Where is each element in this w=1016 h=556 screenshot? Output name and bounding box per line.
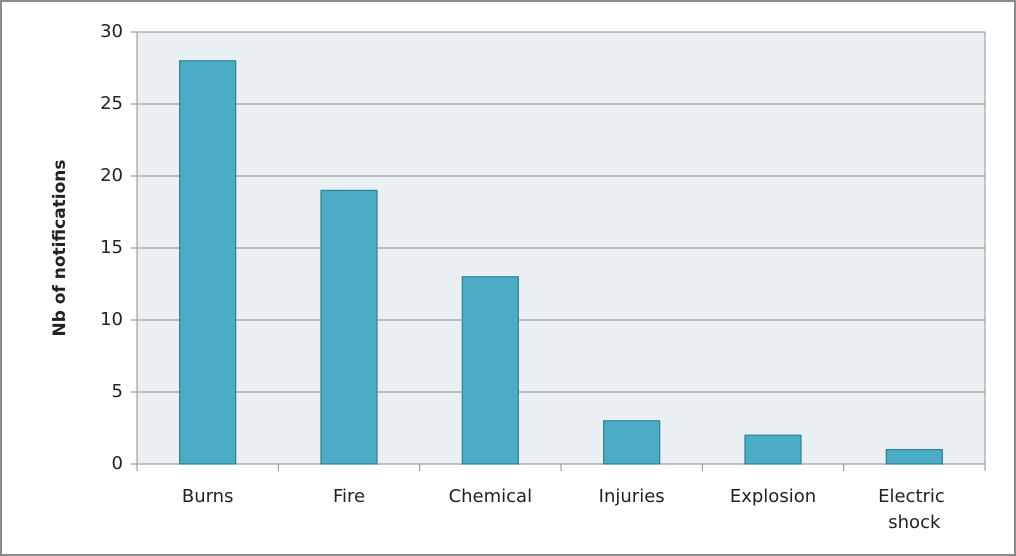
bar <box>603 420 661 465</box>
bar <box>461 276 519 465</box>
bar <box>320 189 378 465</box>
x-tick-label: Chemical <box>449 486 533 507</box>
x-tick-label: Burns <box>182 486 234 507</box>
y-axis-title: Nb of notifications <box>50 159 70 336</box>
x-tick-label: Explosion <box>730 486 816 507</box>
bar <box>744 434 802 465</box>
y-tick-label: 20 <box>100 165 123 186</box>
y-tick-label: 30 <box>100 21 123 42</box>
x-tick-label: Electric shock <box>878 486 950 533</box>
y-tick-label: 25 <box>100 93 123 114</box>
y-tick-label: 15 <box>100 237 123 258</box>
bar <box>179 60 237 465</box>
y-tick-label: 10 <box>100 309 123 330</box>
y-tick-label: 5 <box>112 381 123 402</box>
bar <box>885 449 943 465</box>
x-tick-label: Fire <box>333 486 365 507</box>
x-tick-label: Injuries <box>599 486 665 507</box>
y-tick-label: 0 <box>112 453 123 474</box>
